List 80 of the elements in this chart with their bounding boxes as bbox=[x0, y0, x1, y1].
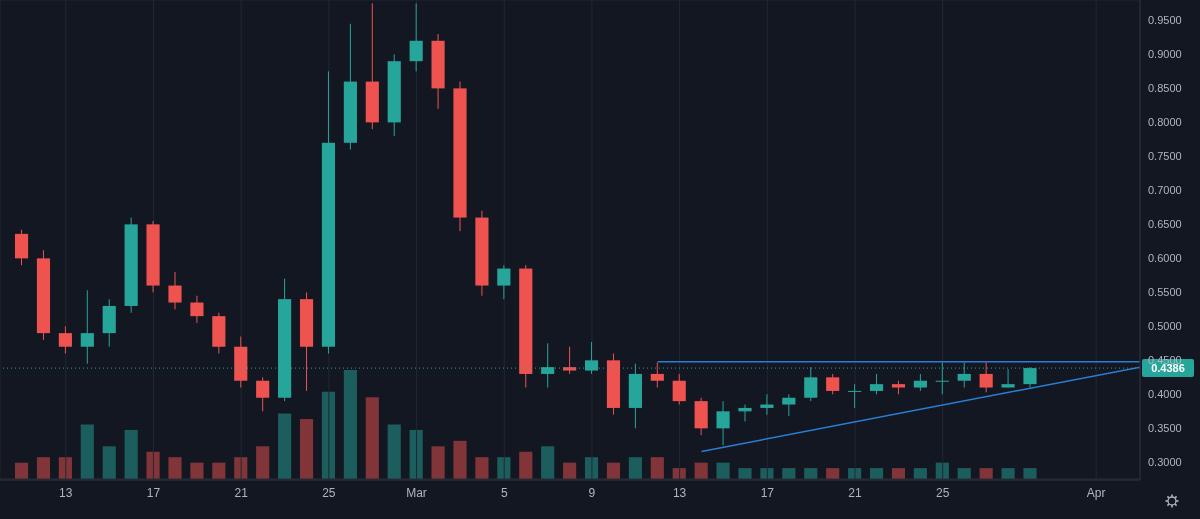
x-tick-label: 9 bbox=[588, 485, 596, 500]
candlestick bbox=[979, 361, 993, 393]
bar bbox=[365, 397, 379, 479]
x-tick-label: 13 bbox=[59, 485, 73, 500]
candlestick bbox=[869, 373, 884, 395]
bar bbox=[606, 462, 621, 479]
bar bbox=[760, 468, 774, 479]
y-tick-label: 0.3500 bbox=[1148, 422, 1182, 435]
candlestick bbox=[760, 393, 774, 416]
candlestick bbox=[782, 393, 796, 417]
bar bbox=[278, 413, 292, 479]
bar bbox=[190, 462, 204, 479]
x-tick-label: 25 bbox=[322, 485, 336, 500]
candlestick bbox=[190, 295, 204, 324]
bar bbox=[628, 457, 642, 479]
candlestick bbox=[716, 400, 730, 446]
candlestick bbox=[409, 2, 423, 72]
candlestick bbox=[80, 289, 94, 365]
candlestick bbox=[58, 325, 72, 355]
candlestick bbox=[826, 373, 840, 395]
x-tick-label: 5 bbox=[500, 485, 508, 500]
bar bbox=[650, 457, 664, 479]
bar bbox=[563, 462, 577, 479]
y-tick-label: 0.6000 bbox=[1148, 252, 1182, 265]
y-tick-label: 0.8500 bbox=[1148, 82, 1182, 95]
x-tick-label: 21 bbox=[848, 485, 862, 500]
bar bbox=[913, 468, 927, 479]
y-tick-label: 0.8000 bbox=[1148, 116, 1182, 129]
bar bbox=[541, 446, 555, 479]
bar bbox=[804, 468, 818, 479]
x-tick-label: Apr bbox=[1086, 485, 1106, 500]
bar bbox=[738, 468, 752, 479]
x-tick-label: 13 bbox=[672, 485, 687, 500]
x-tick-label: 17 bbox=[760, 485, 775, 500]
bar bbox=[1001, 468, 1015, 479]
y-tick-label: 0.5500 bbox=[1148, 286, 1182, 299]
bar bbox=[782, 468, 796, 479]
candlestick bbox=[650, 361, 664, 389]
bar bbox=[431, 446, 445, 479]
candlestick bbox=[848, 383, 862, 409]
bar bbox=[716, 462, 730, 479]
bar bbox=[957, 468, 971, 479]
bar bbox=[256, 446, 270, 479]
x-tick-label: 25 bbox=[936, 485, 950, 500]
x-tick-label: 17 bbox=[146, 485, 161, 500]
y-tick-label: 0.7500 bbox=[1148, 150, 1182, 163]
y-tick-label: 0.5000 bbox=[1148, 320, 1182, 333]
bar bbox=[475, 457, 489, 479]
bar bbox=[343, 370, 357, 479]
candlestick bbox=[497, 264, 511, 300]
bar bbox=[36, 457, 51, 479]
bar bbox=[453, 440, 467, 479]
bar bbox=[80, 424, 94, 479]
bar bbox=[168, 457, 182, 479]
bar bbox=[387, 424, 401, 479]
candlestick bbox=[672, 373, 686, 406]
bar bbox=[212, 462, 226, 479]
bar bbox=[1023, 468, 1037, 479]
bar bbox=[826, 468, 840, 479]
y-tick-label: 0.6500 bbox=[1148, 218, 1182, 231]
y-tick-label: 0.9000 bbox=[1148, 48, 1182, 61]
bar bbox=[891, 468, 906, 479]
candlestick bbox=[168, 271, 182, 310]
bar bbox=[694, 462, 708, 479]
bar bbox=[102, 446, 116, 479]
bar bbox=[519, 451, 533, 479]
bar bbox=[321, 391, 336, 479]
candlestick bbox=[256, 376, 270, 412]
y-tick-label: 0.4000 bbox=[1148, 388, 1182, 401]
y-tick-label: 0.3000 bbox=[1148, 456, 1182, 469]
candlestick bbox=[738, 404, 752, 423]
bar bbox=[869, 468, 884, 479]
bar bbox=[979, 468, 993, 479]
y-tick-label: 0.7000 bbox=[1148, 184, 1182, 197]
bar bbox=[299, 419, 314, 479]
x-tick-label: Mar bbox=[406, 485, 427, 500]
bar bbox=[124, 429, 138, 479]
bar bbox=[14, 462, 29, 479]
x-tick-label: 21 bbox=[234, 485, 249, 500]
y-tick-label: 0.9500 bbox=[1148, 14, 1182, 27]
